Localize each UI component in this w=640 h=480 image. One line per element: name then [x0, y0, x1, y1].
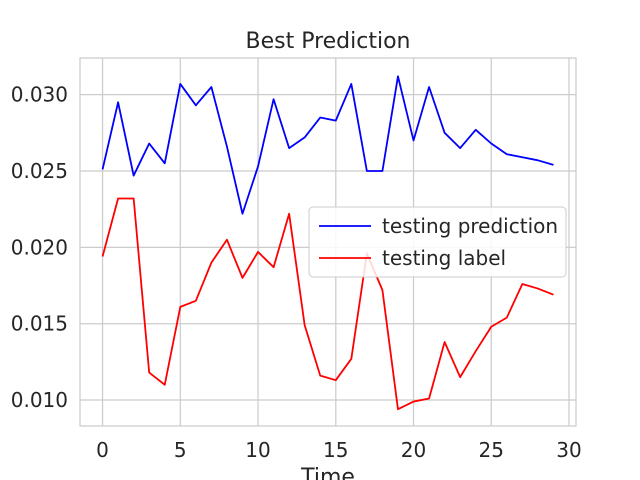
y-tick-label: 0.025	[11, 159, 68, 183]
legend: testing prediction testing label	[308, 206, 567, 278]
legend-label: testing prediction	[382, 214, 558, 238]
y-tick-label: 0.030	[11, 83, 68, 107]
chart-title: Best Prediction	[246, 29, 411, 54]
legend-box	[308, 206, 567, 278]
series-line-testing-prediction	[101, 75, 554, 215]
legend-label: testing label	[382, 246, 506, 270]
series-line-testing-label	[101, 197, 554, 411]
plot-frame	[79, 57, 577, 427]
x-tick-label: 30	[556, 438, 581, 462]
series-lines	[101, 75, 554, 411]
y-tick-label: 0.010	[11, 388, 68, 412]
x-tick-label: 15	[323, 438, 348, 462]
grid	[80, 58, 576, 426]
x-tick-label: 5	[174, 438, 187, 462]
x-axis-label: Time	[300, 465, 355, 480]
y-tick-label: 0.015	[11, 312, 68, 336]
x-axis-ticks: 0 5 10 15 20 25 30	[96, 438, 582, 462]
y-tick-label: 0.020	[11, 235, 68, 259]
x-tick-label: 0	[96, 438, 109, 462]
x-tick-label: 25	[479, 438, 504, 462]
y-axis-ticks: 0.010 0.015 0.020 0.025 0.030	[11, 83, 68, 412]
x-tick-label: 20	[401, 438, 426, 462]
x-tick-label: 10	[245, 438, 270, 462]
